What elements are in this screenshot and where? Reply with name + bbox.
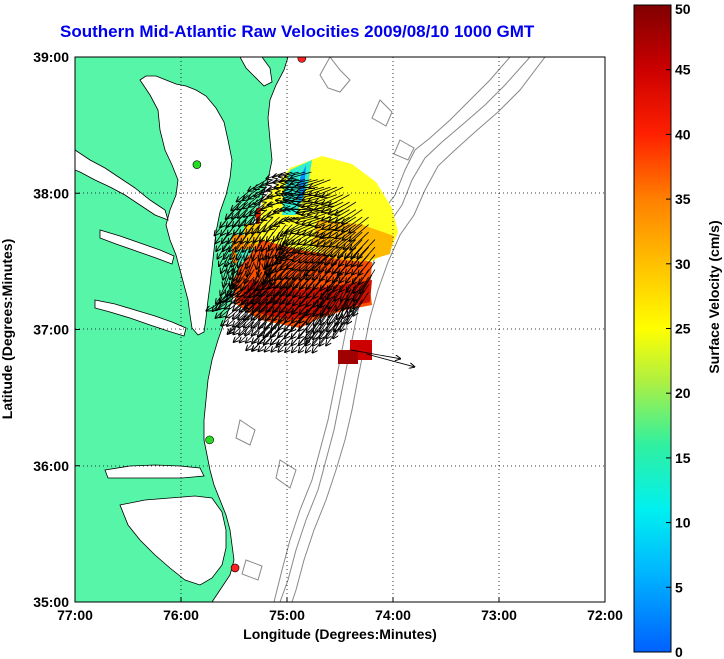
x-tick-labels: 77:00 76:00 75:00 74:00 73:00 72:00 [57, 597, 623, 623]
velocity-arrow [322, 201, 344, 212]
velocity-arrow [291, 209, 312, 210]
delaware-bay [239, 57, 273, 87]
velocity-arrow [360, 269, 376, 294]
velocity-arrow [358, 246, 376, 267]
colorbar-label: Surface Velocity (cm/s) [706, 220, 722, 373]
velocity-arrow [351, 239, 369, 259]
colorbar-tick-label: 15 [675, 450, 691, 466]
velocity-arrow [357, 239, 376, 259]
velocity-arrow [353, 291, 369, 316]
velocity-arrow [335, 201, 357, 215]
y-tick-label: 37:00 [33, 322, 69, 338]
x-tick-label: 75:00 [269, 607, 305, 623]
velocity-arrow [267, 224, 280, 242]
potomac-river [75, 149, 169, 221]
y-tick-label: 36:00 [33, 458, 69, 474]
colorbar-tick-label: 45 [675, 62, 691, 78]
station-marker [230, 563, 240, 573]
colorbar-tick-label: 40 [675, 126, 691, 142]
colorbar-tick-label: 20 [675, 385, 691, 401]
radar-stations [192, 57, 307, 573]
velocity-arrow [315, 194, 337, 203]
velocity-arrow [350, 349, 401, 359]
y-axis-label: Latitude (Degrees:Minutes) [0, 239, 15, 419]
james-river [94, 299, 187, 337]
velocity-arrow [291, 171, 312, 178]
y-tick-label: 35:00 [33, 594, 69, 610]
velocity-arrow [342, 216, 363, 231]
x-tick-label: 77:00 [57, 607, 93, 623]
velocity-arrow [359, 261, 376, 284]
velocity-arrow [315, 186, 337, 196]
velocity-arrow [322, 186, 344, 197]
map-title: Southern Mid-Atlantic Raw Velocities 200… [60, 22, 535, 41]
y-tick-labels: 35:00 36:00 37:00 38:00 39:00 [33, 49, 80, 610]
velocity-arrow [329, 194, 350, 206]
y-tick-label: 38:00 [33, 185, 69, 201]
velocity-arrow [354, 284, 369, 309]
colorbar-tick-label: 35 [675, 191, 691, 207]
velocity-arrow [349, 216, 369, 232]
colorbar-tick-label: 50 [675, 1, 691, 17]
grid-lines [75, 57, 605, 602]
colorbar-tick-label: 0 [675, 644, 683, 659]
colorbar-tick-label: 10 [675, 515, 691, 531]
rappahannock-river [99, 229, 175, 265]
velocity-arrow [309, 179, 331, 188]
velocity-arrow [322, 194, 344, 205]
x-tick-label: 74:00 [375, 607, 411, 623]
velocity-arrow [251, 209, 268, 225]
pamlico-sound [119, 495, 227, 586]
plot-area [75, 57, 605, 602]
colorbar-ticks: 0 5 10 15 20 25 30 35 40 45 50 [666, 1, 691, 659]
y-tick-label: 39:00 [33, 49, 69, 65]
colorbar-tick-label: 30 [675, 256, 691, 272]
velocity-vectors [206, 171, 415, 367]
station-marker [205, 435, 214, 445]
velocity-arrow [258, 216, 274, 232]
velocity-arrow [366, 353, 415, 367]
x-tick-label: 76:00 [163, 607, 199, 623]
x-tick-label: 72:00 [587, 607, 623, 623]
velocity-arrow [358, 254, 376, 276]
velocity-arrow [342, 209, 363, 224]
station-marker [192, 160, 202, 169]
velocity-arrow [303, 179, 325, 187]
velocity-arrow [350, 224, 369, 241]
albemarle-sound [104, 464, 205, 479]
x-axis-label: Longitude (Degrees:Minutes) [243, 626, 437, 642]
velocity-arrow [335, 209, 357, 223]
colorbar-tick-label: 25 [675, 321, 691, 337]
colorbar [633, 4, 672, 653]
velocity-arrow [328, 299, 344, 325]
colorbar-tick-label: 5 [675, 579, 683, 595]
velocity-arrow [350, 231, 369, 249]
velocity-arrow [309, 186, 331, 194]
station-marker [297, 57, 307, 63]
velocity-arrow [329, 201, 350, 214]
x-tick-label: 73:00 [481, 607, 517, 623]
